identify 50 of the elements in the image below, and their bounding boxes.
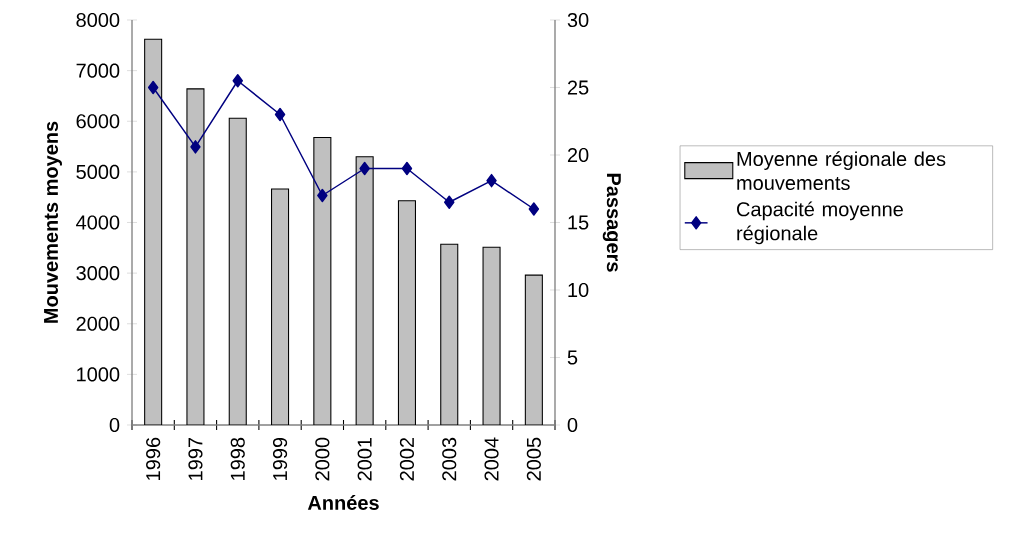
y-tick-label: 6000 — [76, 114, 120, 129]
y-tick-label: 5000 — [76, 164, 120, 179]
bar — [440, 243, 459, 425]
x-tick-label: 1996 — [146, 437, 161, 480]
point — [232, 74, 243, 88]
x-tick-label: 2002 — [399, 437, 415, 481]
x-tick-label: 2004 — [484, 437, 499, 481]
y-tick-label: 7000 — [76, 63, 120, 78]
y-tick-label: 4000 — [76, 215, 120, 230]
y-tick-label: 8000 — [76, 12, 120, 28]
x-tick-label: 2003 — [442, 437, 457, 481]
x-tick-label: 2005 — [526, 437, 541, 481]
point — [401, 161, 413, 176]
y2-tick-label: 30 — [567, 12, 589, 28]
y-tick-label: 2000 — [76, 316, 120, 331]
y-axis-title: Mouvements moyens — [44, 121, 62, 323]
point — [190, 140, 201, 154]
bar — [397, 200, 416, 425]
legend-label: Capacité moyenne régionale — [737, 201, 903, 245]
point — [274, 107, 286, 122]
bar — [355, 156, 374, 425]
x-tick-label: 1997 — [188, 437, 203, 480]
y2-tick-label: 0 — [567, 417, 578, 433]
x-tick-label: 2000 — [315, 437, 330, 481]
x-tick-label: 1999 — [272, 437, 288, 480]
y2-tick-label: 5 — [567, 350, 578, 365]
bar — [186, 88, 205, 425]
x-axis-title: Années — [307, 495, 379, 510]
y2-tick-label: 15 — [568, 215, 589, 230]
bar — [271, 188, 290, 425]
x-tick-label: 1998 — [230, 437, 245, 480]
point — [528, 202, 540, 216]
y-tick-label: 0 — [109, 417, 120, 433]
point — [317, 188, 328, 203]
bar — [313, 136, 332, 425]
y-tick-label: 1000 — [77, 367, 120, 382]
point — [147, 80, 159, 95]
y2-tick-label: 10 — [568, 282, 589, 298]
point — [444, 195, 455, 209]
y-tick-label: 3000 — [76, 266, 120, 281]
legend-label: Moyenne régionale des mouvements — [737, 151, 946, 191]
y2-tick-label: 20 — [567, 147, 589, 163]
point — [486, 173, 497, 188]
y2-axis-title: Passagers — [602, 173, 621, 272]
x-tick-label: 2001 — [357, 437, 372, 481]
point — [359, 161, 370, 176]
bar — [144, 38, 163, 425]
bar — [524, 274, 543, 425]
y2-tick-label: 25 — [567, 80, 589, 95]
bar — [228, 117, 247, 425]
